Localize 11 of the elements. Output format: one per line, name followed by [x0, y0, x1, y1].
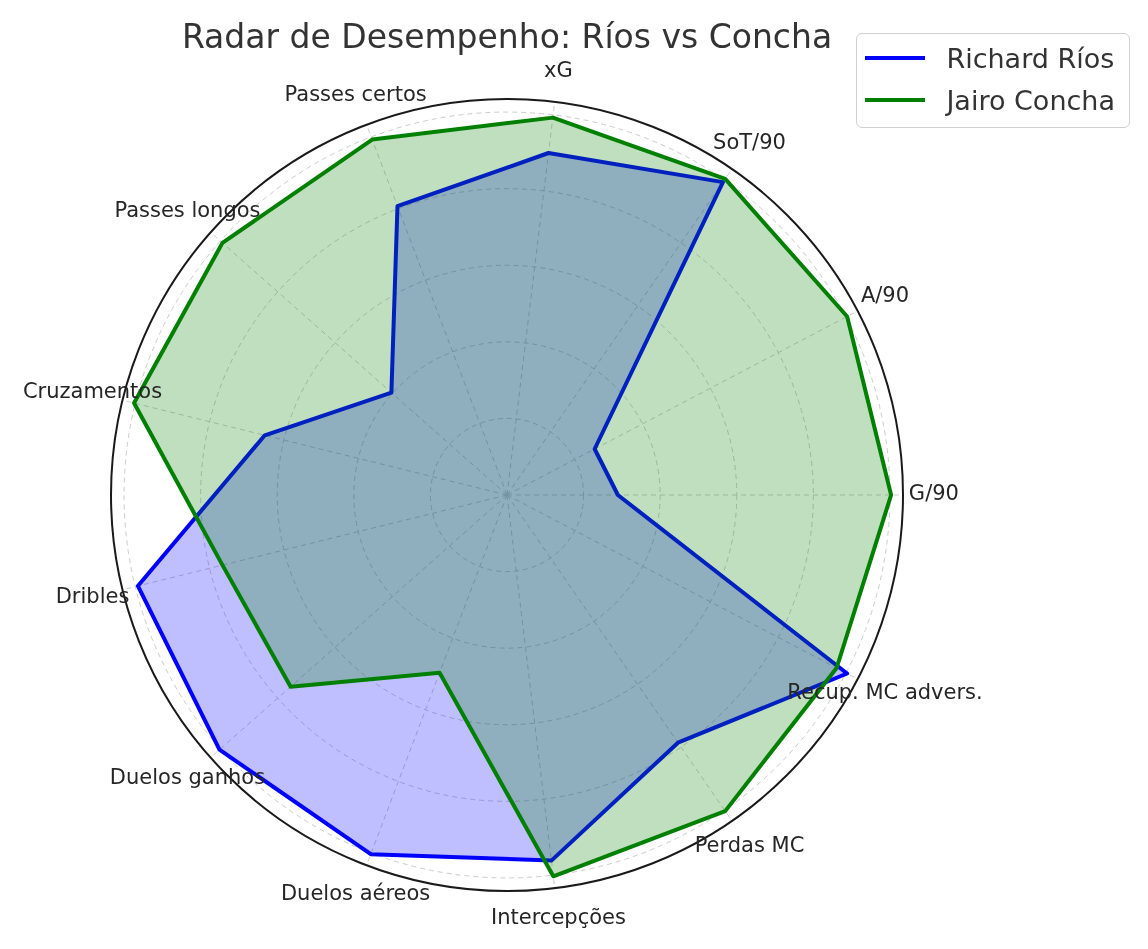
spoke-label: A/90	[860, 283, 910, 308]
spoke-label: SoT/90	[713, 130, 786, 155]
spoke-label: G/90	[908, 481, 959, 506]
spoke-label: xG	[544, 57, 573, 82]
spoke-label: Intercepções	[491, 905, 626, 930]
spoke-label: Perdas MC	[694, 832, 805, 857]
legend-label: Richard Ríos	[946, 42, 1115, 74]
chart-title: Radar de Desempenho: Ríos vs Concha	[181, 17, 833, 56]
spoke-label: Duelos aéreos	[280, 880, 431, 905]
spoke-label: Passes certos	[284, 82, 427, 107]
legend-label: Jairo Concha	[946, 84, 1115, 116]
